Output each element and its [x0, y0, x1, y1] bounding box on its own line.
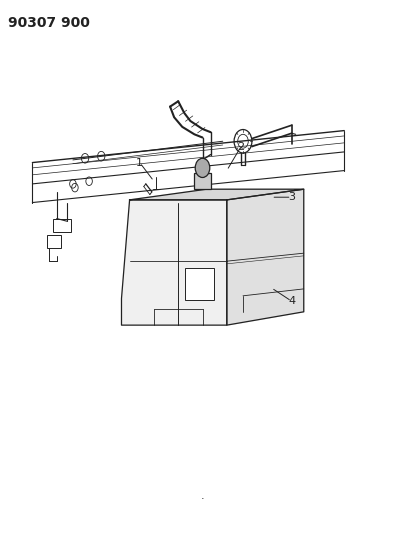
Text: 90307 900: 90307 900 [8, 16, 90, 30]
Polygon shape [227, 189, 304, 325]
FancyBboxPatch shape [47, 235, 61, 248]
Polygon shape [122, 200, 227, 325]
Text: 2: 2 [237, 142, 245, 151]
Text: 1: 1 [136, 158, 143, 167]
Text: 4: 4 [288, 296, 295, 306]
Polygon shape [130, 189, 304, 200]
FancyBboxPatch shape [185, 268, 214, 300]
FancyBboxPatch shape [53, 219, 71, 232]
FancyBboxPatch shape [194, 173, 211, 189]
Text: .: . [201, 491, 204, 500]
Circle shape [195, 158, 210, 177]
Text: 3: 3 [288, 192, 295, 202]
